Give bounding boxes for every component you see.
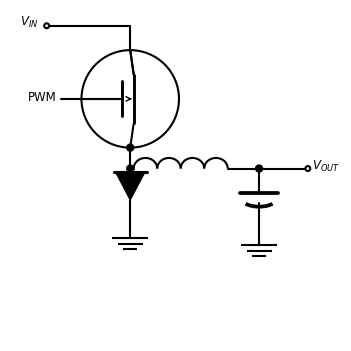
Circle shape	[127, 144, 134, 151]
Circle shape	[127, 165, 134, 172]
Text: $V_{OUT}$: $V_{OUT}$	[312, 159, 340, 174]
Text: PWM: PWM	[28, 91, 57, 104]
Polygon shape	[115, 172, 145, 200]
Text: $V_{IN}$: $V_{IN}$	[20, 15, 38, 30]
Circle shape	[256, 165, 263, 172]
